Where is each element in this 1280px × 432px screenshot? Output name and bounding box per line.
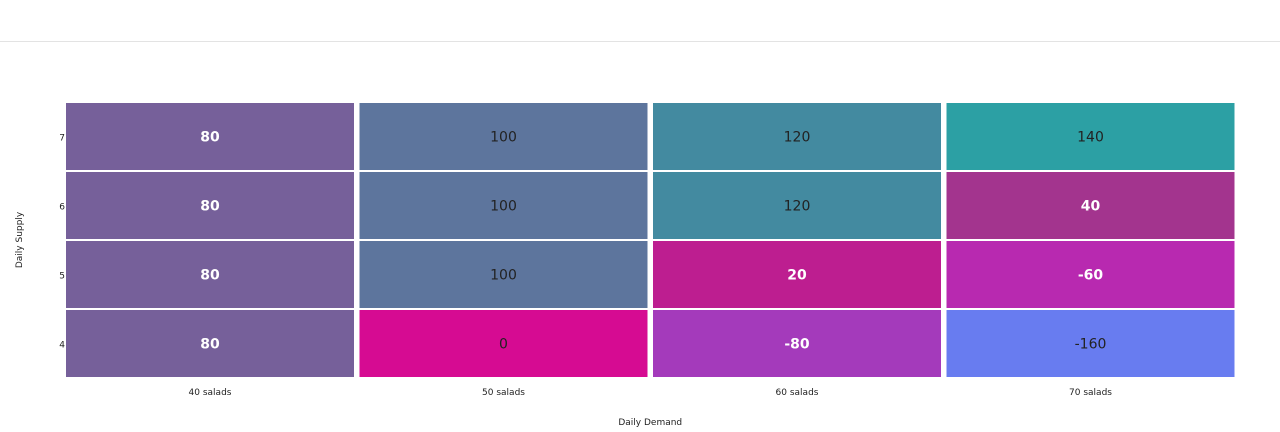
cell-value-label: -60	[1078, 268, 1104, 284]
y-tick-label: 7	[59, 134, 65, 144]
heatmap-cell	[359, 103, 648, 170]
y-tick-label: 5	[59, 272, 65, 282]
x-tick-label: 40 salads	[189, 388, 232, 398]
cell-value-label: 140	[1077, 130, 1104, 146]
heatmap-cell	[66, 310, 354, 377]
x-tick-label: 50 salads	[482, 388, 525, 398]
y-axis-title: Daily Supply	[15, 211, 25, 268]
y-tick-label: 6	[59, 203, 65, 213]
cell-value-label: 120	[784, 130, 811, 146]
cell-value-label: 80	[200, 337, 220, 353]
heatmap-cell	[946, 172, 1235, 239]
heatmap-cell	[946, 310, 1235, 377]
cell-value-label: 100	[490, 268, 517, 284]
heatmap-cell	[653, 310, 941, 377]
cell-value-label: 40	[1081, 199, 1101, 215]
heatmap-cell	[359, 241, 648, 308]
heatmap-cell	[653, 241, 941, 308]
cell-value-label: 100	[490, 130, 517, 146]
cell-value-label: -80	[784, 337, 810, 353]
cell-value-label: -160	[1075, 337, 1107, 353]
heatmap-cell	[359, 172, 648, 239]
cell-value-label: 80	[200, 268, 220, 284]
y-tick-label: 4	[59, 341, 65, 351]
cell-value-label: 20	[787, 268, 807, 284]
heatmap-cell	[66, 172, 354, 239]
cell-value-label: 80	[200, 130, 220, 146]
x-tick-label: 60 salads	[776, 388, 819, 398]
heatmap-cell	[66, 103, 354, 170]
heatmap-cell	[653, 103, 941, 170]
top-bar	[0, 0, 1280, 42]
heatmap-cell	[946, 103, 1235, 170]
cell-value-label: 0	[499, 337, 508, 353]
heatmap-cell	[653, 172, 941, 239]
heatmap-cell	[359, 310, 648, 377]
cell-value-label: 120	[784, 199, 811, 215]
x-tick-label: 70 salads	[1069, 388, 1112, 398]
x-axis-title: Daily Demand	[618, 418, 682, 428]
heatmap-cell	[66, 241, 354, 308]
heatmap-cell	[946, 241, 1235, 308]
cell-value-label: 100	[490, 199, 517, 215]
cell-value-label: 80	[200, 199, 220, 215]
